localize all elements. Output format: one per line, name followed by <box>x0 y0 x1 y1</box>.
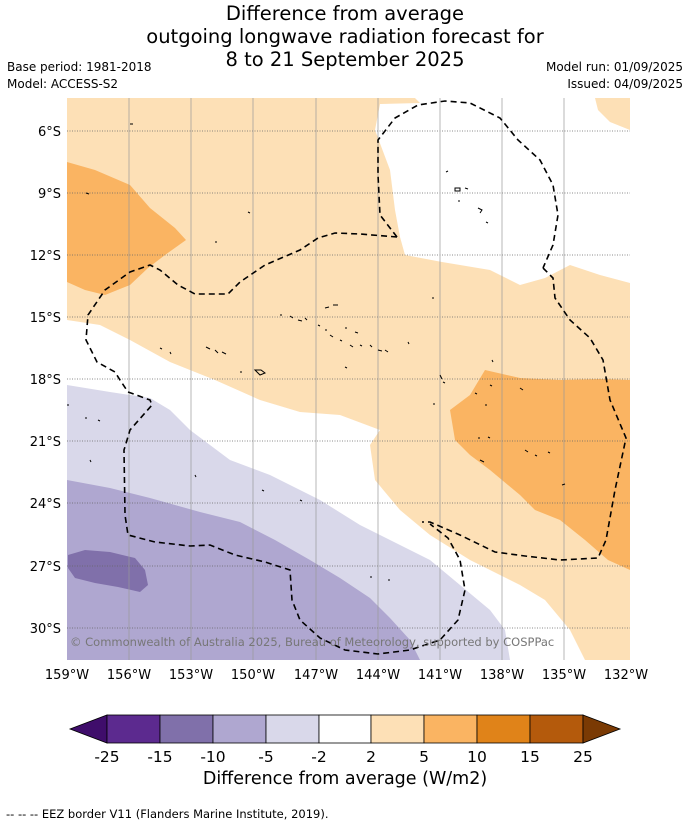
colorbar-cell <box>159 714 214 744</box>
base-period-text: Base period: 1981-2018 <box>7 60 152 74</box>
lon-label: 144°W <box>356 668 400 683</box>
lat-label: 15°S <box>30 311 61 326</box>
colorbar-cell <box>370 714 425 744</box>
colorbar-tick-label: -5 <box>258 748 273 766</box>
copyright-text: © Commonwealth of Australia 2025, Bureau… <box>70 635 554 649</box>
run-info: Model run: 01/09/2025 Issued: 04/09/2025 <box>546 59 683 93</box>
issued-text: Issued: 04/09/2025 <box>567 77 683 91</box>
colorbar-cell <box>106 714 161 744</box>
lon-label: 156°W <box>107 668 151 683</box>
colorbar <box>68 714 622 744</box>
colorbar-cell <box>582 714 622 744</box>
lon-label: 159°W <box>45 668 89 683</box>
colorbar-tick-label: 15 <box>520 748 540 766</box>
anomaly-region-2to5 <box>595 98 630 130</box>
eez-footnote: -- -- -- EEZ border V11 (Flanders Marine… <box>6 807 329 821</box>
title-line: Difference from average <box>225 2 465 25</box>
colorbar-cell <box>476 714 531 744</box>
longitude-labels: 159°W 156°W 153°W 150°W 147°W 144°W 141°… <box>45 668 648 683</box>
colorbar-title: Difference from average (W/m2) <box>202 769 488 789</box>
colorbar-tick-label: 25 <box>573 748 593 766</box>
anomaly-region-5to10 <box>450 370 630 570</box>
colorbar-cell <box>265 714 320 744</box>
lat-label: 24°S <box>30 497 61 512</box>
islands <box>67 123 566 581</box>
colorbar-tick-label: 10 <box>467 748 487 766</box>
lat-label: 12°S <box>30 249 61 264</box>
title-line: outgoing longwave radiation forecast for <box>146 25 544 48</box>
anomaly-region-5to10 <box>67 162 186 295</box>
lat-label: 9°S <box>38 187 61 202</box>
colorbar-cell <box>318 714 372 744</box>
colorbar-cell <box>529 714 584 744</box>
lat-label: 30°S <box>30 622 61 637</box>
map-title: Difference from average outgoing longwav… <box>0 2 690 71</box>
lon-label: 138°W <box>480 668 524 683</box>
anomaly-region-neg10to15 <box>68 550 148 592</box>
colorbar-cell <box>68 714 108 744</box>
anomaly-region-neg5to10 <box>67 480 420 660</box>
lon-label: 135°W <box>542 668 586 683</box>
colorbar-cell <box>212 714 267 744</box>
lon-label: 147°W <box>294 668 338 683</box>
lon-label: 150°W <box>231 668 275 683</box>
colorbar-tick-label: 5 <box>419 748 429 766</box>
model-text: Model: ACCESS-S2 <box>7 77 119 91</box>
colorbar-tick-label: -15 <box>147 748 172 766</box>
eez-border <box>85 100 627 655</box>
title-line: 8 to 21 September 2025 <box>225 48 465 71</box>
lat-label: 27°S <box>30 560 61 575</box>
lat-label: 21°S <box>30 435 61 450</box>
lon-label: 132°W <box>604 668 648 683</box>
latitude-labels: 6°S 9°S 12°S 15°S 18°S 21°S 24°S 27°S 30… <box>30 125 61 637</box>
longitude-gridlines <box>128 98 565 660</box>
colorbar-ticks: -25 -15 -10 -5 -2 2 5 10 15 25 <box>94 748 593 766</box>
colorbar-cell <box>423 714 478 744</box>
colorbar-tick-label: -25 <box>94 748 119 766</box>
lat-label: 6°S <box>38 125 61 140</box>
base-period-info: Base period: 1981-2018 Model: ACCESS-S2 <box>7 59 152 93</box>
lon-label: 153°W <box>169 668 213 683</box>
colorbar-tick-label: -2 <box>311 748 326 766</box>
colorbar-tick-label: 2 <box>366 748 376 766</box>
colorbar-tick-label: -10 <box>200 748 225 766</box>
lat-label: 18°S <box>30 373 61 388</box>
lon-label: 141°W <box>418 668 462 683</box>
model-run-text: Model run: 01/09/2025 <box>545 60 683 74</box>
anomaly-region-2to5 <box>67 98 630 660</box>
